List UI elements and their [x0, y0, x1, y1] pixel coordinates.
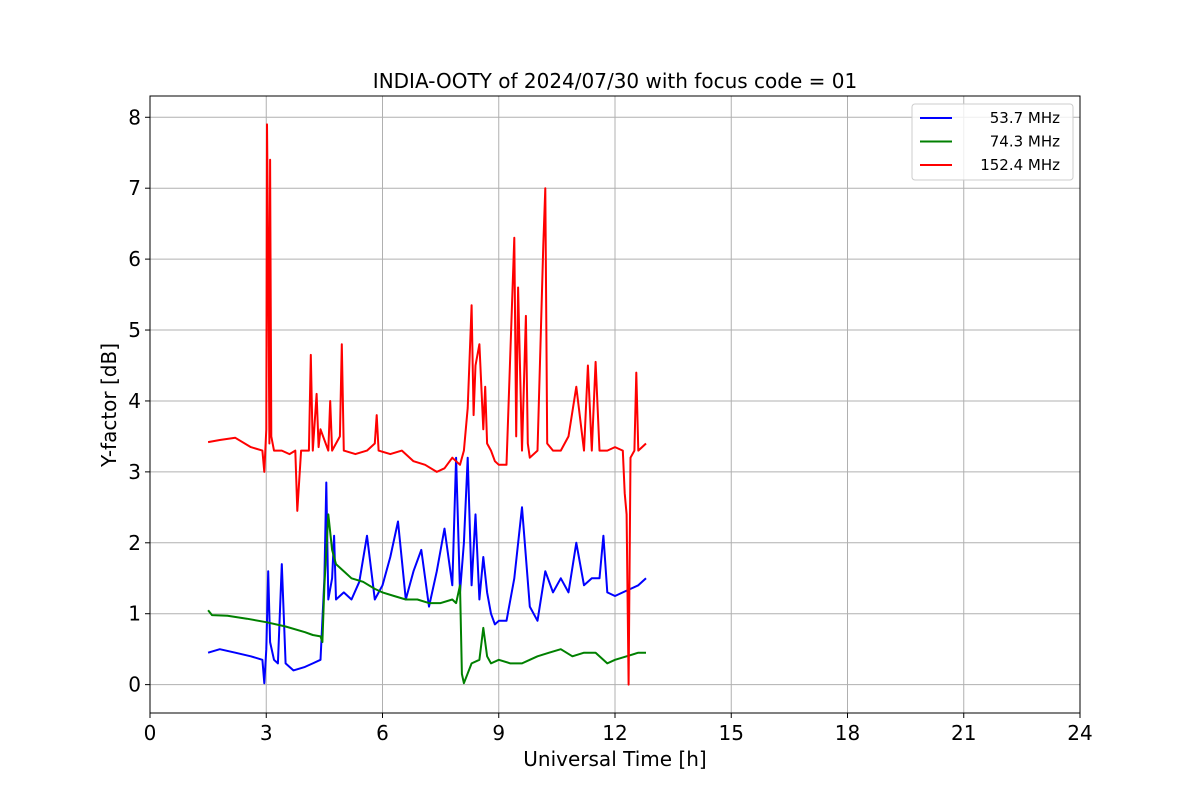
- y-axis: 0 1 2 3 4 5 6 7 8: [128, 105, 150, 697]
- y-tick-label: 0: [128, 673, 141, 697]
- series-line-53-7-mhz: [207, 456, 647, 685]
- legend-label: 53.7 MHz: [990, 109, 1060, 127]
- x-tick-label: 9: [492, 721, 505, 745]
- x-tick-label: 6: [376, 721, 389, 745]
- chart-title: INDIA-OOTY of 2024/07/30 with focus code…: [373, 69, 857, 93]
- x-tick-label: 3: [260, 721, 273, 745]
- x-tick-label: 0: [144, 721, 157, 745]
- y-tick-label: 3: [128, 460, 141, 484]
- x-tick-label: 24: [1067, 721, 1092, 745]
- x-axis: 0 3 6 9 12 15 18 21 24: [144, 713, 1093, 745]
- series-line-74-3-mhz: [207, 513, 646, 685]
- y-tick-label: 2: [128, 531, 141, 555]
- x-tick-label: 18: [835, 721, 860, 745]
- y-tick-label: 8: [128, 105, 141, 129]
- y-axis-label: Y-factor [dB]: [97, 343, 121, 468]
- series-line-152-4-mhz: [207, 123, 647, 686]
- legend-label: 152.4 MHz: [980, 156, 1060, 174]
- x-tick-label: 12: [602, 721, 627, 745]
- legend-box: [911, 103, 1074, 181]
- series-layer: [207, 123, 647, 686]
- x-tick-label: 15: [719, 721, 744, 745]
- y-tick-label: 7: [128, 176, 141, 200]
- legend: 53.7 MHz 74.3 MHz 152.4 MHz: [911, 103, 1074, 181]
- y-tick-label: 5: [128, 318, 141, 342]
- y-tick-label: 1: [128, 602, 141, 626]
- x-tick-label: 21: [951, 721, 976, 745]
- x-axis-label: Universal Time [h]: [523, 747, 706, 771]
- y-tick-label: 4: [128, 389, 141, 413]
- legend-label: 74.3 MHz: [990, 133, 1060, 151]
- y-tick-label: 6: [128, 247, 141, 271]
